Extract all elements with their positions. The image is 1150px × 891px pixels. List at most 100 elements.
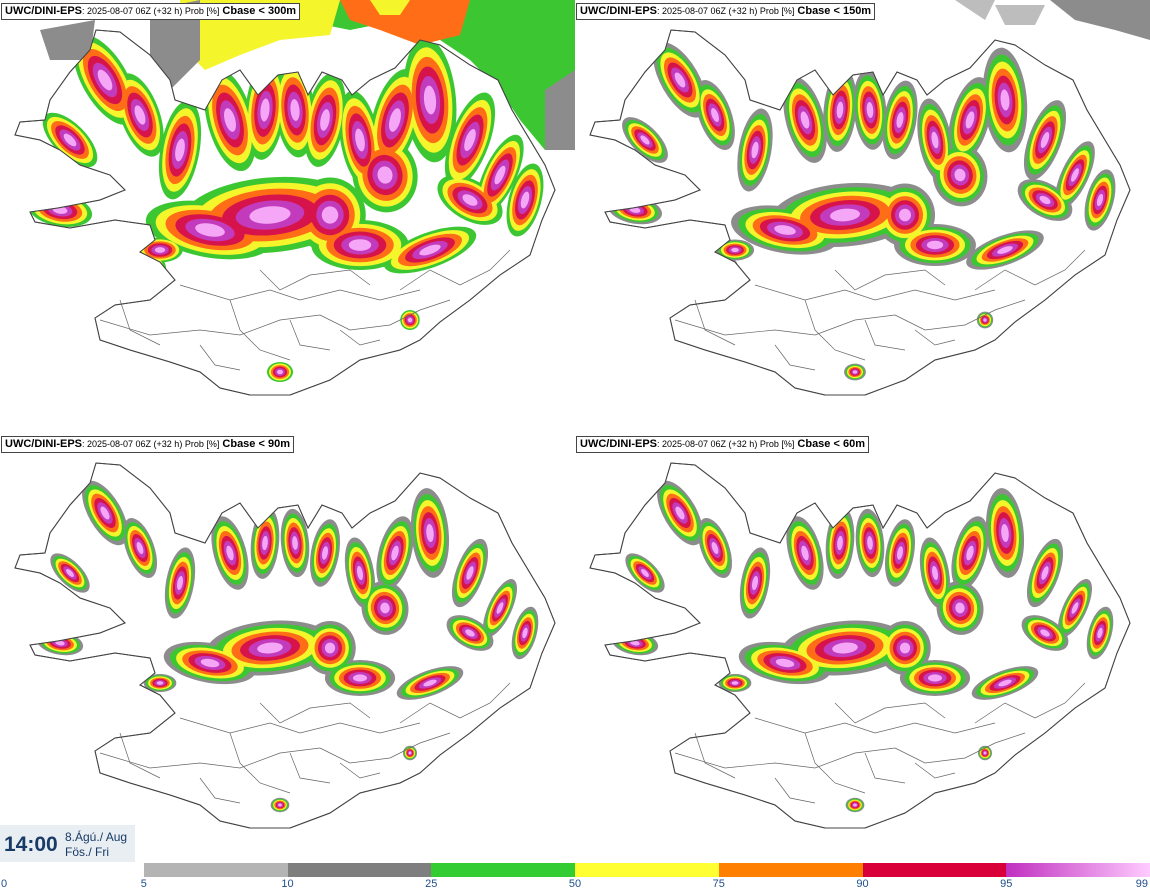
run-info: : 2025-08-07 06Z (+32 h) Prob [%] <box>82 439 220 449</box>
probability-contour-6 <box>226 545 234 561</box>
probability-contour-5 <box>195 223 225 237</box>
boundary-line <box>399 682 511 724</box>
probability-contour-3 <box>141 260 159 280</box>
panel-title: UWC/DINI-EPS: 2025-08-07 06Z (+32 h) Pro… <box>1 436 294 453</box>
model-name: UWC/DINI-EPS <box>5 438 82 450</box>
probability-contour-6 <box>675 506 685 520</box>
inland-boundaries <box>99 682 511 804</box>
probability-contour-6 <box>722 267 728 273</box>
probability-contour-6 <box>832 642 858 654</box>
probability-contour-6 <box>426 524 434 542</box>
probability-contour-4 <box>144 697 156 709</box>
boundary-line <box>399 249 511 291</box>
probability-contour-6 <box>898 208 912 222</box>
boundary-line <box>774 777 816 804</box>
probability-contour-5 <box>721 698 729 708</box>
offshore-light-gray-patch <box>955 0 995 20</box>
probability-contour-6 <box>966 545 974 561</box>
probability-contour-4 <box>719 697 731 709</box>
probability-contour-6 <box>711 542 719 554</box>
probability-contour-5 <box>377 166 393 184</box>
iceland-probability-map <box>14 462 556 829</box>
colorbar-swatch <box>575 863 720 877</box>
boundary-line <box>864 752 906 784</box>
probability-contour-6 <box>380 602 390 614</box>
probability-contour-6 <box>896 546 904 560</box>
boundary-line <box>319 299 451 331</box>
colorbar-tick-label: 5 <box>140 878 147 890</box>
probability-contour-5 <box>249 206 291 224</box>
probability-contour-6 <box>954 168 966 182</box>
probability-contour-6 <box>837 535 843 551</box>
valid-time: 14:00 <box>4 833 58 856</box>
probability-contour-5 <box>146 698 154 708</box>
probability-contour-6 <box>931 565 939 581</box>
probability-contour-6 <box>100 506 110 520</box>
probability-contour-6 <box>955 602 965 614</box>
probability-contour-2 <box>714 259 736 281</box>
probability-contour-5 <box>320 109 330 131</box>
colorbar-tick-label: 50 <box>568 878 582 890</box>
offshore-gray-area <box>545 70 575 150</box>
boundary-line <box>974 682 1086 724</box>
probability-contour-6 <box>1041 566 1049 580</box>
probability-contour-6 <box>1071 602 1079 614</box>
colorbar-swatch <box>143 863 288 877</box>
probability-contour-5 <box>97 69 113 91</box>
probability-contour-6 <box>292 536 298 550</box>
probability-field <box>611 480 1114 813</box>
probability-contour-6 <box>867 536 873 550</box>
island-coastline-outline <box>589 462 1131 829</box>
boundary-line <box>99 314 321 336</box>
probability-contour-1 <box>139 692 161 714</box>
island-coastline-outline <box>589 29 1131 396</box>
probability-contour-2 <box>716 693 734 713</box>
probability-contour-6 <box>830 208 860 222</box>
boundary-line <box>974 249 1086 291</box>
probability-contour-5 <box>260 98 270 122</box>
probability-contour-5 <box>355 128 365 152</box>
probability-contour-6 <box>278 803 282 807</box>
valid-date-line-2: Fös./ Fri <box>65 845 109 859</box>
probability-contour-6 <box>352 674 368 682</box>
probability-contour-6 <box>965 111 975 129</box>
probability-contour-6 <box>983 318 987 322</box>
boundary-line <box>339 762 381 779</box>
probability-contour-6 <box>257 642 283 654</box>
boundary-line <box>894 299 1026 331</box>
probability-contour-6 <box>774 225 796 235</box>
boundary-line <box>674 314 896 336</box>
boundary-line <box>99 747 321 769</box>
colorbar-tick-label: 25 <box>425 878 438 890</box>
probability-contour-5 <box>419 244 441 256</box>
panel-title: UWC/DINI-EPS: 2025-08-07 06Z (+32 h) Pro… <box>576 436 869 453</box>
panel-title: UWC/DINI-EPS: 2025-08-07 06Z (+32 h) Pro… <box>576 3 876 20</box>
probability-contour-3 <box>716 261 734 279</box>
probability-contour-6 <box>1039 195 1051 205</box>
probability-contour-5 <box>277 369 283 375</box>
field-name: Cbase < 300m <box>222 5 297 17</box>
map-panel-cbase-60: UWC/DINI-EPS: 2025-08-07 06Z (+32 h) Pro… <box>575 433 1150 866</box>
probability-contour-6 <box>852 370 858 374</box>
probability-contour-6 <box>356 565 364 581</box>
colorbar-tick-label: 95 <box>1000 878 1013 890</box>
probability-contour-5 <box>348 239 372 251</box>
probability-contour-6 <box>926 240 944 250</box>
colorbar-tick-label: 99 <box>1135 878 1148 890</box>
probability-contour-6 <box>800 111 810 129</box>
probability-contour-6 <box>136 542 144 554</box>
probability-contour-6 <box>722 700 728 706</box>
probability-contour-4 <box>718 263 732 277</box>
field-name: Cbase < 150m <box>797 5 872 17</box>
colorbar-tick-label: 0 <box>1 878 8 890</box>
map-panel-cbase-300: UWC/DINI-EPS: 2025-08-07 06Z (+32 h) Pro… <box>0 0 575 433</box>
inland-boundaries <box>99 249 511 371</box>
inland-boundaries <box>674 682 1086 804</box>
valid-date-line-1: 8.Ágú./ Aug <box>65 830 128 844</box>
iceland-probability-map <box>14 0 575 396</box>
boundary-line <box>694 732 736 779</box>
probability-contour-6 <box>983 751 987 755</box>
probability-contour-6 <box>423 679 437 687</box>
probability-contour-6 <box>641 569 649 577</box>
boundary-line <box>319 732 451 764</box>
